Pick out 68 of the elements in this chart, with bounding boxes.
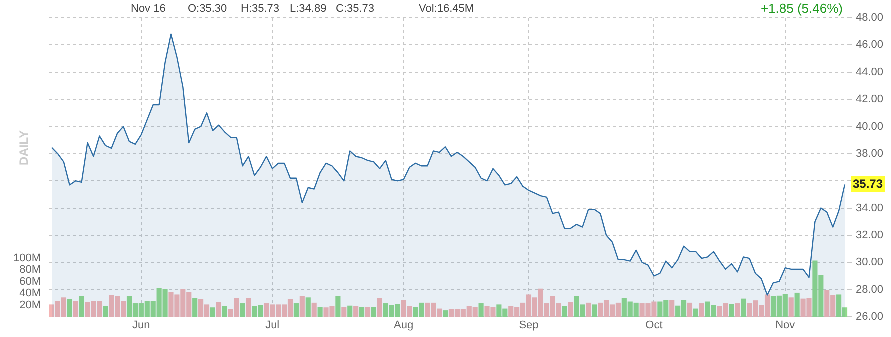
y2-tick-label: 32.00 xyxy=(856,229,884,242)
bar xyxy=(192,298,198,317)
bar xyxy=(348,306,353,317)
y2-tick-label: 30.00 xyxy=(856,256,884,269)
bar xyxy=(246,298,252,317)
y2-tick-label: 28.00 xyxy=(856,284,884,296)
text: L:34.89 xyxy=(290,3,327,15)
bar xyxy=(240,304,246,317)
text: Nov 16 xyxy=(131,3,166,15)
text: Vol:16.45M xyxy=(419,3,474,15)
bar xyxy=(222,306,228,317)
bar xyxy=(687,302,693,317)
x-tick-label: Jul xyxy=(266,320,280,332)
y2-tick-label: 46.00 xyxy=(856,39,884,52)
bar xyxy=(735,304,740,317)
bar xyxy=(729,304,734,317)
bar xyxy=(741,298,746,317)
text: +1.85 (5.46%) xyxy=(760,1,843,16)
bar xyxy=(294,304,299,317)
y-tick-label: 80M xyxy=(20,264,41,276)
bar xyxy=(300,296,305,317)
bar xyxy=(73,301,78,317)
y-tick-label: 40M xyxy=(20,288,41,300)
x-tick-label: Sep xyxy=(519,320,539,332)
bar xyxy=(336,296,341,317)
bar xyxy=(377,298,382,317)
bar xyxy=(67,299,72,317)
bar xyxy=(562,306,568,317)
x-tick-label: Aug xyxy=(394,320,414,332)
x-tick-label: Nov xyxy=(776,320,796,332)
bar xyxy=(365,307,371,317)
y-tick-label: 100M xyxy=(13,252,41,264)
bar xyxy=(586,302,592,317)
bar xyxy=(354,306,359,317)
bar xyxy=(318,307,323,317)
y-tick-label: 60M xyxy=(20,276,41,288)
bar xyxy=(794,292,800,317)
y2-tick-label: 48.00 xyxy=(856,12,884,24)
bar xyxy=(442,310,448,317)
text: O:35.30 xyxy=(188,3,228,15)
x-tick-label: Oct xyxy=(646,320,663,332)
bar xyxy=(210,308,216,317)
text: 35.73 xyxy=(851,176,886,192)
bar xyxy=(103,306,108,317)
text: C:35.73 xyxy=(336,3,375,15)
y2-tick-label: 38.00 xyxy=(856,148,884,160)
bar xyxy=(371,307,376,317)
y2-tick-label: 34.00 xyxy=(856,202,884,214)
bar xyxy=(342,307,347,317)
y2-tick-label: 44.00 xyxy=(856,66,884,78)
text: H:35.73 xyxy=(241,3,280,15)
bar xyxy=(216,302,222,317)
bar xyxy=(592,304,598,317)
bar xyxy=(568,302,574,317)
bar xyxy=(788,298,794,317)
bar xyxy=(478,304,484,317)
x-tick-label: Jun xyxy=(132,320,150,332)
y2-tick-label: 42.00 xyxy=(856,94,884,106)
bar xyxy=(312,302,317,317)
bar xyxy=(306,298,311,317)
bar xyxy=(699,304,704,317)
bar xyxy=(79,296,84,317)
bar xyxy=(670,300,675,317)
y-tick-label: 20M xyxy=(20,299,41,312)
bar xyxy=(360,307,365,317)
bar xyxy=(693,308,698,317)
y2-tick-label: 40.00 xyxy=(856,120,884,133)
y2-tick-label: 26.00 xyxy=(856,311,884,324)
